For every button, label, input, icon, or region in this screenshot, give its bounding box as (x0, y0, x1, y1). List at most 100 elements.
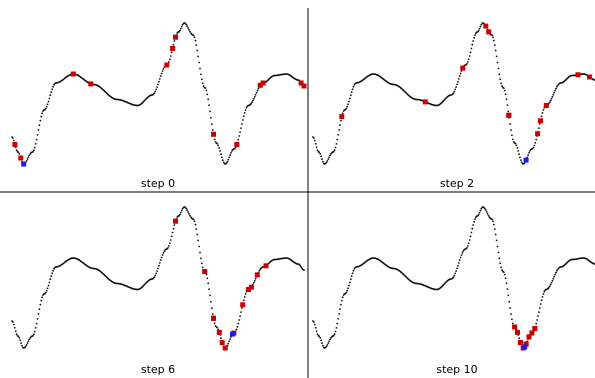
curve-point (48, 281, 51, 284)
curve-point (452, 92, 455, 95)
particle-marker (248, 284, 254, 290)
curve-point (536, 319, 538, 321)
curve-point (511, 134, 513, 137)
curve-point (208, 104, 211, 106)
curve-point (172, 227, 175, 230)
curve-point (458, 259, 461, 261)
curve-point (499, 78, 502, 81)
curve-point (466, 61, 469, 63)
curve-point (245, 106, 248, 109)
curve-point (319, 153, 322, 155)
curve-point (156, 86, 159, 88)
curve-point (491, 34, 493, 37)
curve-point (37, 129, 40, 131)
curve-point (532, 146, 535, 149)
curve-point (193, 220, 196, 223)
curve-point (198, 245, 201, 248)
curve-point (551, 95, 554, 98)
curve-point (538, 311, 540, 313)
curve-point (45, 105, 48, 108)
curve-point (200, 257, 202, 260)
curve-point (471, 227, 474, 230)
curve-point (461, 252, 464, 254)
curve-point (540, 299, 543, 302)
particle-marker (260, 80, 266, 86)
curve-point (479, 25, 482, 28)
curve-point (181, 23, 184, 26)
curve-point (329, 154, 331, 157)
curve-point (220, 153, 222, 156)
curve-point (338, 129, 340, 131)
particle-marker (170, 46, 176, 51)
curve-point (470, 231, 473, 234)
particle-marker (506, 112, 512, 118)
curve-point (506, 288, 509, 290)
curve-point (28, 338, 31, 341)
curve-point (240, 311, 242, 313)
curve-point (507, 110, 510, 113)
curve-point (458, 75, 461, 77)
curve-point (41, 112, 43, 115)
curve-point (204, 87, 207, 89)
curve-point (226, 160, 229, 163)
curve-point (192, 34, 195, 37)
curve-point (466, 245, 469, 247)
curve-point (534, 141, 537, 144)
curve-point (471, 43, 474, 46)
curve-point (509, 307, 511, 310)
curve-point (243, 296, 246, 298)
curve-point (519, 156, 521, 159)
curve-point (217, 328, 220, 331)
curve-point (244, 109, 247, 111)
curve-point (163, 250, 166, 253)
curve-point (169, 242, 171, 245)
curve-point (345, 291, 348, 294)
curve-point (209, 294, 211, 297)
curve-point (244, 293, 247, 295)
curve-point (487, 214, 490, 217)
curve-point (195, 228, 198, 231)
curve-point (231, 150, 233, 152)
curve-point (257, 87, 260, 90)
curve-point (221, 159, 224, 162)
curve-point (468, 239, 471, 241)
curve-point (154, 90, 157, 93)
curve-point (158, 78, 161, 80)
step-label: step 10 (436, 363, 477, 376)
particle-marker (263, 263, 269, 269)
curve-point (41, 296, 43, 299)
curve-point (157, 83, 159, 86)
curve-point (326, 160, 329, 162)
curve-point (53, 267, 55, 270)
curve-point (49, 94, 52, 97)
curve-point (341, 112, 344, 115)
curve-point (497, 251, 500, 254)
curve-point (496, 245, 499, 248)
curve-point (552, 93, 555, 96)
curve-point (457, 78, 460, 80)
curve-point (217, 144, 220, 147)
curve-point (40, 115, 43, 118)
curve-point (168, 245, 170, 247)
curve-point (473, 36, 475, 39)
curve-point (34, 327, 37, 329)
curve-point (478, 27, 481, 30)
curve-point (213, 138, 216, 141)
curve-point (211, 129, 214, 132)
curve-point (553, 91, 556, 94)
curve-point (200, 78, 203, 81)
curve-point (349, 281, 351, 284)
particle-marker (246, 287, 251, 292)
curve-point (486, 212, 489, 215)
curve-point (511, 322, 514, 325)
curve-point (180, 25, 183, 28)
curve-point (551, 279, 554, 282)
curve-point (498, 257, 501, 260)
curve-point (173, 40, 176, 42)
curve-point (187, 211, 190, 213)
curve-point (26, 158, 29, 161)
curve-point (180, 209, 183, 212)
curve-point (338, 313, 340, 315)
curve-point (45, 289, 48, 292)
particle-marker (460, 65, 466, 71)
